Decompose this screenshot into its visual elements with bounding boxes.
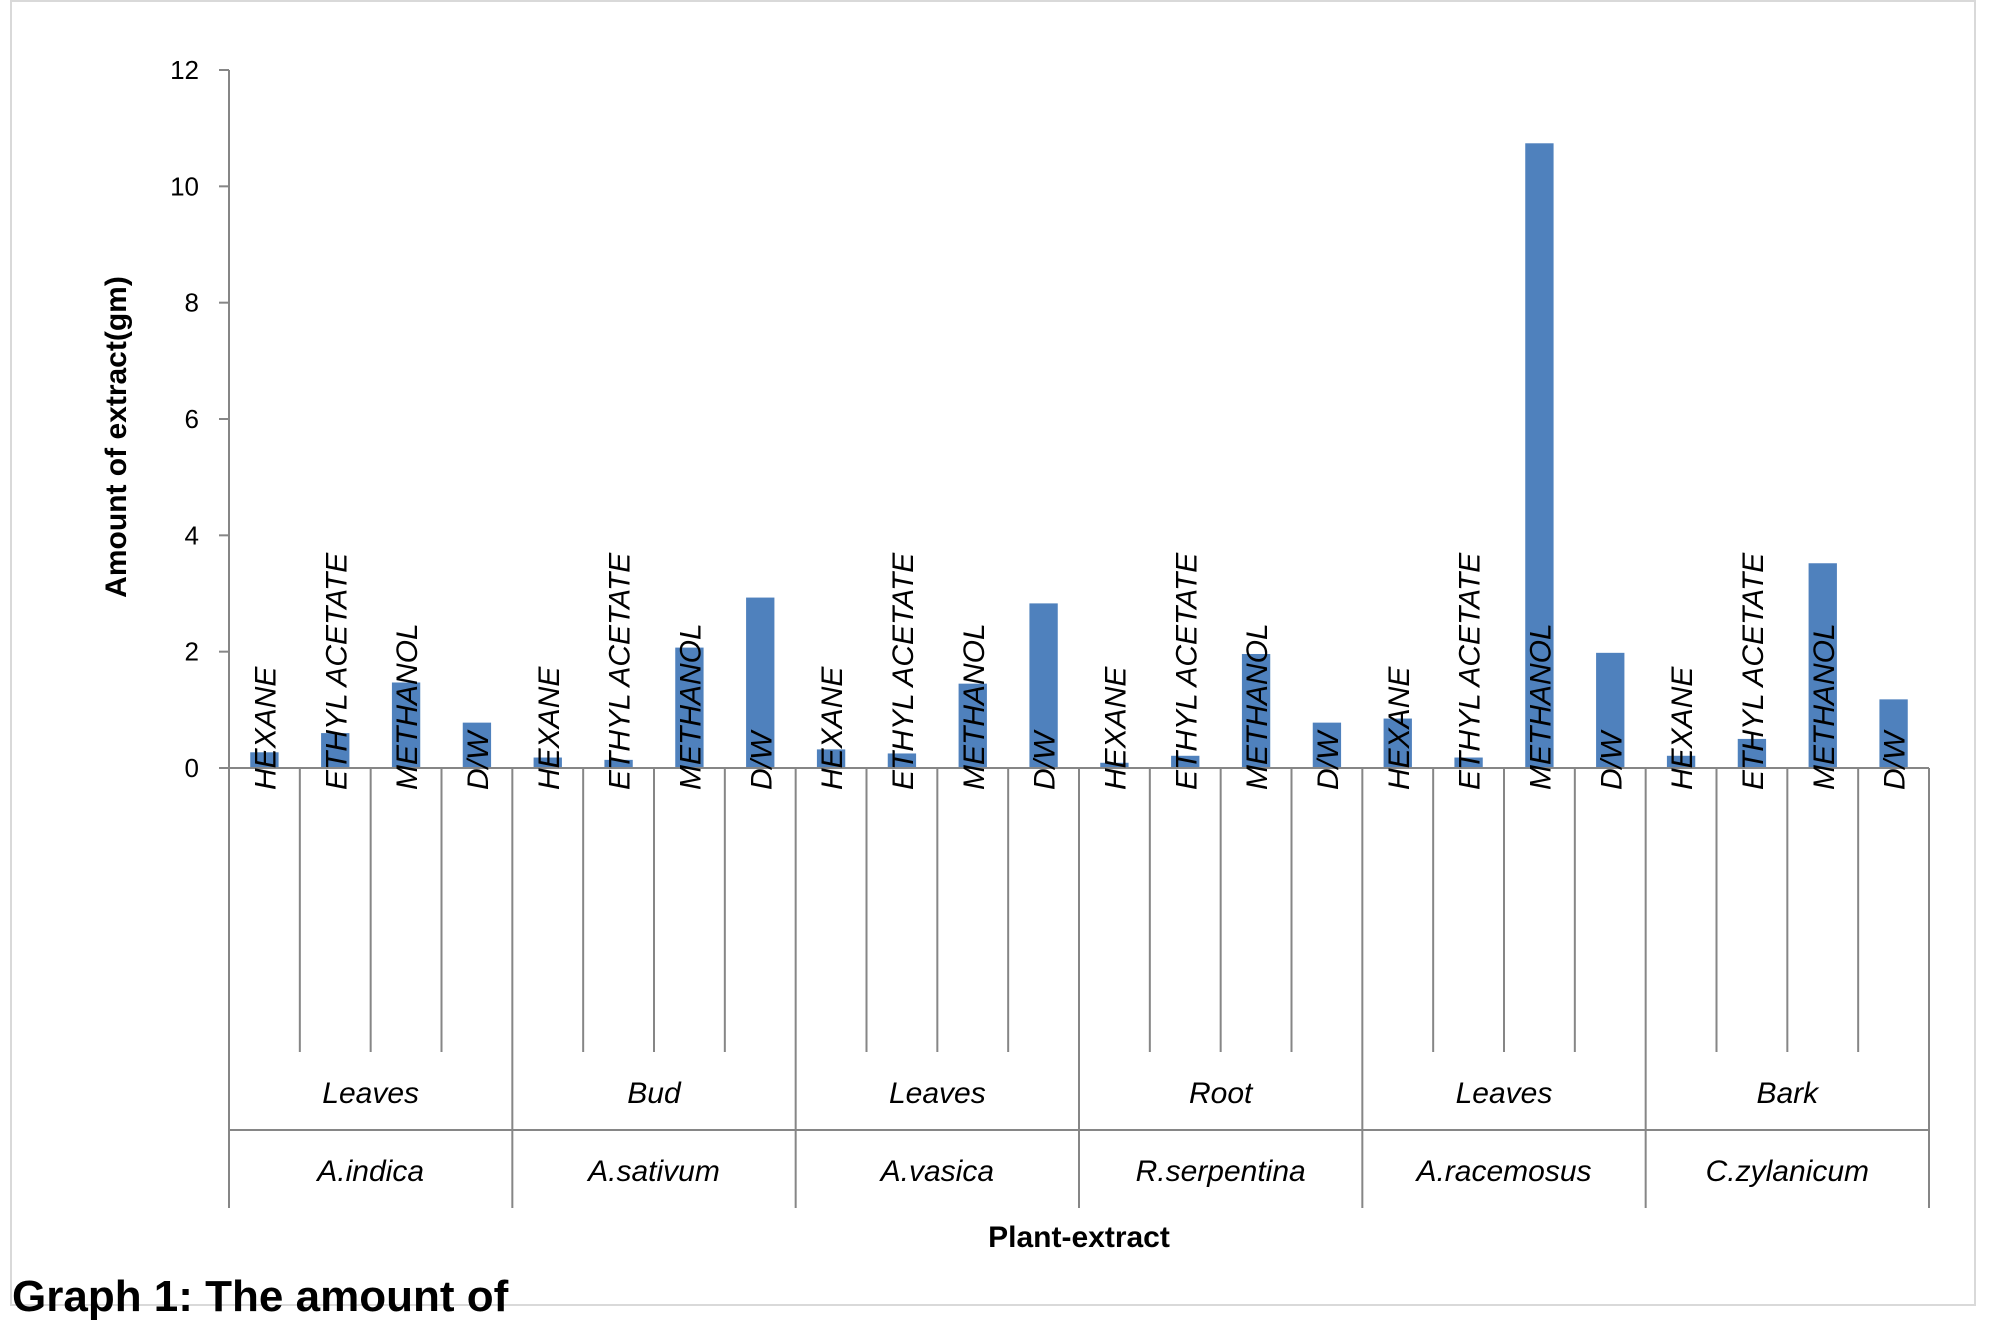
bar bbox=[1241, 653, 1271, 768]
category-label: HEXANE bbox=[1383, 666, 1416, 790]
y-tick-label: 4 bbox=[185, 520, 199, 550]
y-axis-title: Amount of extract(gm) bbox=[100, 276, 133, 598]
category-label: METHANOL bbox=[958, 623, 991, 790]
plant-name-label: R.serpentina bbox=[1136, 1155, 1306, 1188]
plant-part-label: Bud bbox=[627, 1077, 682, 1110]
category-label: D/W bbox=[1029, 729, 1062, 790]
y-tick-label: 8 bbox=[185, 288, 199, 318]
bar bbox=[604, 759, 633, 768]
bar bbox=[1596, 652, 1625, 768]
category-label: D/W bbox=[462, 729, 495, 790]
plant-name-label: A.sativum bbox=[586, 1155, 720, 1188]
plant-part-label: Leaves bbox=[889, 1077, 986, 1110]
axes-layer bbox=[219, 69, 1930, 1208]
category-label: D/W bbox=[745, 729, 778, 790]
labels-layer: 0 2 4 6 8 10 12 HEXANE ETHYL ACETATE METHANOL D/W L… bbox=[170, 55, 1912, 1188]
plant-name-label: A.vasica bbox=[879, 1155, 994, 1188]
bar bbox=[1808, 563, 1837, 768]
chart-frame bbox=[10, 0, 1976, 1306]
category-label: ETHYL ACETATE bbox=[1170, 552, 1203, 790]
category-label: HEXANE bbox=[1666, 666, 1699, 790]
category-label: METHANOL bbox=[1241, 623, 1274, 790]
bar bbox=[1029, 603, 1058, 768]
category-label: HEXANE bbox=[816, 666, 849, 790]
category-label: D/W bbox=[1879, 729, 1912, 790]
category-label: HEXANE bbox=[1099, 666, 1132, 790]
bars-layer bbox=[250, 143, 1908, 769]
bar bbox=[1525, 143, 1554, 769]
bar bbox=[533, 757, 562, 768]
x-axis-title: Plant-extract bbox=[988, 1221, 1170, 1254]
bar bbox=[675, 647, 704, 768]
plant-part-label: Leaves bbox=[322, 1077, 419, 1110]
bar bbox=[462, 722, 492, 768]
bar bbox=[746, 597, 775, 768]
bar bbox=[816, 749, 846, 768]
plant-name-label: A.indica bbox=[315, 1155, 424, 1188]
y-tick-label: 2 bbox=[185, 637, 199, 667]
category-label: D/W bbox=[1312, 729, 1345, 790]
plant-part-label: Leaves bbox=[1456, 1077, 1553, 1110]
category-label: METHANOL bbox=[391, 623, 424, 790]
category-label: METHANOL bbox=[1808, 623, 1841, 790]
bar bbox=[1737, 738, 1767, 768]
figure-caption: Graph 1: The amount of bbox=[12, 1272, 509, 1321]
category-label: ETHYL ACETATE bbox=[887, 552, 920, 790]
plant-name-label: C.zylanicum bbox=[1706, 1155, 1869, 1188]
bar bbox=[1312, 722, 1342, 768]
bar bbox=[887, 753, 917, 768]
category-label: METHANOL bbox=[1524, 623, 1557, 790]
bar bbox=[1454, 757, 1483, 768]
bar bbox=[1171, 755, 1200, 768]
bar bbox=[321, 733, 350, 768]
y-tick-label: 6 bbox=[185, 404, 199, 434]
y-tick-label: 12 bbox=[170, 55, 199, 85]
bar bbox=[1666, 755, 1696, 768]
category-label: HEXANE bbox=[533, 666, 566, 790]
category-label: D/W bbox=[1595, 729, 1628, 790]
bar bbox=[391, 682, 421, 768]
category-label: ETHYL ACETATE bbox=[1737, 552, 1770, 790]
plant-part-label: Root bbox=[1189, 1077, 1254, 1110]
category-label: ETHYL ACETATE bbox=[320, 552, 353, 790]
y-tick-label: 10 bbox=[170, 171, 199, 201]
plant-part-label: Bark bbox=[1756, 1077, 1820, 1110]
bar bbox=[1383, 718, 1412, 768]
bar bbox=[250, 752, 279, 768]
bar bbox=[958, 683, 987, 768]
bar bbox=[1100, 762, 1129, 768]
y-tick-label: 0 bbox=[185, 753, 199, 783]
category-label: ETHYL ACETATE bbox=[1454, 552, 1487, 790]
bar bbox=[1879, 699, 1908, 768]
category-label: HEXANE bbox=[249, 666, 282, 790]
category-label: ETHYL ACETATE bbox=[604, 552, 637, 790]
plant-name-label: A.racemosus bbox=[1414, 1155, 1591, 1188]
category-label: METHANOL bbox=[674, 623, 707, 790]
